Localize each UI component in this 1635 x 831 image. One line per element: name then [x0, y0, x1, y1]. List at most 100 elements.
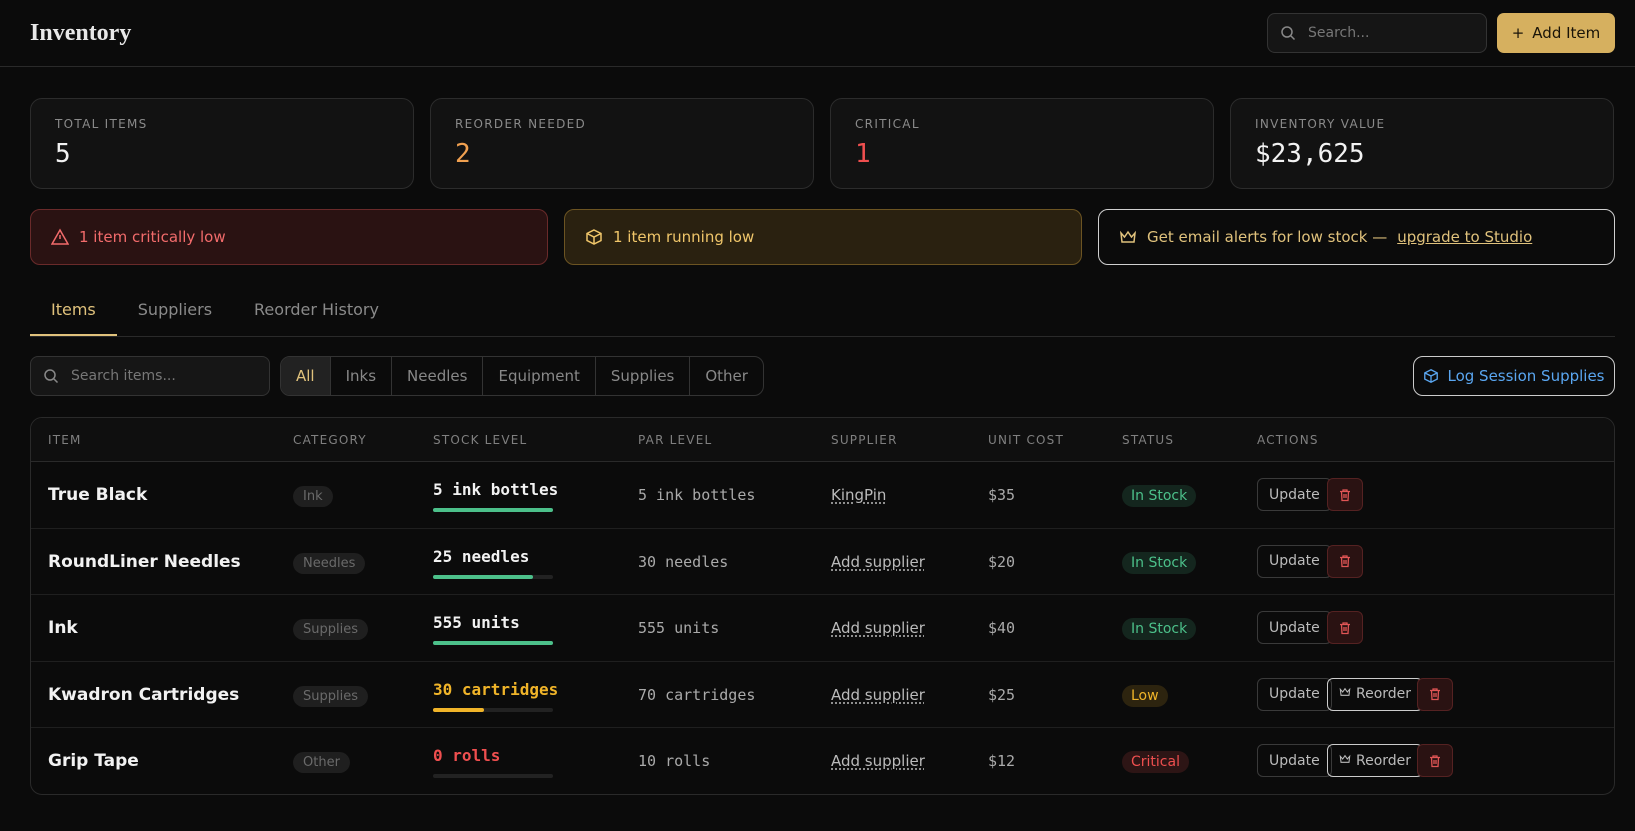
supplier-link[interactable]: Add supplier	[831, 552, 925, 571]
category-filters: All Inks Needles Equipment Supplies Other	[280, 356, 764, 396]
stat-card: REORDER NEEDED 2	[430, 98, 814, 189]
stock-bar-fill	[433, 641, 553, 645]
crown-icon	[1119, 230, 1137, 243]
filter-button[interactable]: Other	[689, 357, 763, 395]
critical-alert: 1 item critically low	[30, 209, 548, 265]
action-label: Update	[1269, 752, 1320, 769]
status-badge: Critical	[1122, 751, 1189, 773]
action-label: Reorder	[1356, 686, 1412, 702]
unit-cost: $40	[988, 619, 1016, 637]
column-header: SUPPLIER	[831, 433, 898, 447]
table-header: ITEM CATEGORY STOCK LEVEL PAR LEVEL SUPPLIER…	[31, 418, 1614, 462]
filter-button[interactable]: Supplies	[594, 357, 689, 395]
par-level: 5 ink bottles	[638, 486, 756, 504]
stock-bar-fill	[433, 508, 553, 512]
add-item-button[interactable]: + Add Item	[1497, 13, 1615, 53]
category-pill: Supplies	[293, 685, 368, 707]
upgrade-text: Get email alerts for low stock —	[1147, 228, 1388, 246]
stock-bar	[433, 707, 553, 712]
supplier-link[interactable]: KingPin	[831, 486, 887, 504]
category-pill: Needles	[293, 552, 366, 574]
par-level: 30 needles	[638, 552, 729, 571]
table-row: Grip Tape Other 0 rolls 10 rolls Add supplie…	[31, 728, 1614, 794]
header: Inventory Search... + Add Item	[0, 0, 1635, 67]
delete-button[interactable]	[1417, 677, 1453, 711]
action-button[interactable]: Update	[1257, 478, 1332, 511]
par-level: 10 rolls	[638, 752, 711, 770]
unit-cost: $12	[988, 752, 1016, 770]
action-button[interactable]: Reorder	[1327, 677, 1424, 711]
status-badge: In Stock	[1122, 551, 1197, 574]
action-button[interactable]: Reorder	[1327, 744, 1424, 777]
tab[interactable]: Reorder History	[254, 300, 379, 319]
tabs: Items Suppliers Reorder History	[30, 290, 1615, 337]
stat-value: $23,625	[1255, 139, 1365, 169]
stock-bar	[433, 641, 553, 645]
delete-button[interactable]	[1327, 478, 1363, 511]
upgrade-alert: Get email alerts for low stock — upgrade …	[1098, 209, 1615, 265]
delete-button[interactable]	[1327, 544, 1363, 578]
item-name: Grip Tape	[48, 751, 139, 771]
stock-bar-fill	[433, 574, 533, 579]
item-name: True Black	[48, 485, 148, 505]
status-badge: Low	[1122, 684, 1168, 707]
item-name: RoundLiner Needles	[48, 551, 241, 572]
table-row: RoundLiner Needles Needles 25 needles 30 ne…	[31, 529, 1614, 595]
stock-level: 555 units	[433, 613, 520, 632]
supplier-link[interactable]: Add supplier	[831, 752, 925, 770]
tab[interactable]: Items	[30, 290, 117, 336]
stock-bar-fill	[433, 707, 485, 712]
low-alert: 1 item running low	[564, 209, 1082, 265]
stat-card: INVENTORY VALUE $23,625	[1230, 98, 1614, 189]
action-button[interactable]: Update	[1257, 744, 1332, 777]
supplier-link[interactable]: Add supplier	[831, 685, 925, 704]
table-row: True Black Ink 5 ink bottles 5 ink bottles K…	[31, 462, 1614, 529]
action-label: Update	[1269, 486, 1320, 503]
page-title: Inventory	[30, 19, 132, 46]
action-label: Update	[1269, 619, 1320, 636]
global-search[interactable]: Search...	[1267, 13, 1487, 53]
action-label: Reorder	[1356, 752, 1412, 769]
column-header: STATUS	[1122, 433, 1175, 447]
stat-label: TOTAL ITEMS	[55, 117, 148, 131]
stat-value: 2	[455, 139, 471, 169]
reorder-icon	[1339, 753, 1351, 769]
stats: TOTAL ITEMS 5 REORDER NEEDED 2 CRITICAL 1 INVE…	[30, 98, 1614, 189]
reorder-icon	[1339, 686, 1351, 702]
stat-card: TOTAL ITEMS 5	[30, 98, 414, 189]
table-row: Kwadron Cartridges Supplies 30 cartridges 7…	[31, 662, 1614, 728]
tab[interactable]: Suppliers	[137, 300, 213, 319]
search-icon	[44, 369, 59, 384]
inventory-table: ITEM CATEGORY STOCK LEVEL PAR LEVEL SUPPLIER…	[30, 417, 1615, 795]
column-header: STOCK LEVEL	[433, 433, 528, 447]
supplier-link[interactable]: Add supplier	[831, 619, 925, 637]
stock-level: 0 rolls	[433, 746, 501, 765]
low-alert-text: 1 item running low	[613, 228, 755, 246]
filter-button[interactable]: Needles	[391, 357, 482, 395]
unit-cost: $20	[988, 552, 1016, 571]
action-label: Update	[1269, 553, 1320, 569]
action-button[interactable]: Update	[1257, 611, 1332, 644]
status-badge: In Stock	[1122, 618, 1197, 640]
stock-level: 25 needles	[433, 546, 530, 566]
log-session-button[interactable]: Log Session Supplies	[1413, 356, 1615, 396]
warning-icon	[51, 228, 69, 245]
plus-icon: +	[1511, 24, 1525, 42]
stat-label: CRITICAL	[855, 117, 920, 131]
search-placeholder: Search...	[1308, 25, 1370, 41]
delete-button[interactable]	[1327, 611, 1363, 644]
stock-bar	[433, 774, 553, 778]
filter-button[interactable]: Equipment	[482, 357, 594, 395]
table-row: Ink Supplies 555 units 555 units Add supplie…	[31, 595, 1614, 662]
action-button[interactable]: Update	[1257, 677, 1332, 711]
par-level: 555 units	[638, 619, 720, 637]
filter-button[interactable]: Inks	[329, 357, 391, 395]
action-button[interactable]: Update	[1257, 544, 1332, 578]
delete-button[interactable]	[1417, 744, 1453, 777]
upgrade-link[interactable]: upgrade to Studio	[1397, 228, 1533, 246]
item-search[interactable]: Search items...	[30, 356, 270, 396]
action-label: Update	[1269, 686, 1320, 702]
filter-button[interactable]: All	[281, 357, 330, 395]
box-icon	[1424, 369, 1439, 383]
